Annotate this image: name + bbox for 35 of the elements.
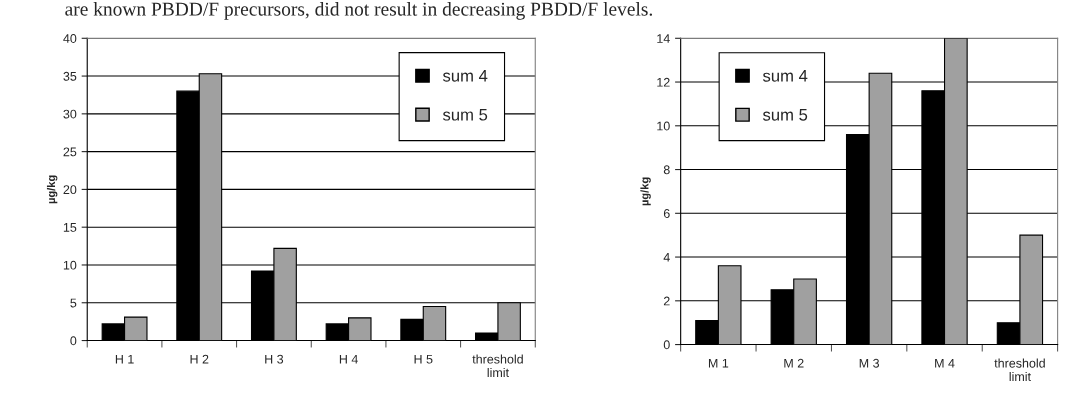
x-tick-label: threshold limit	[472, 354, 523, 378]
x-tick-label: H 5	[414, 354, 433, 364]
legend-label: sum 5	[762, 109, 808, 121]
x-tick-label: H 2	[190, 354, 209, 364]
y-tick-label: 6	[663, 209, 670, 218]
legend-label: sum 4	[762, 70, 808, 82]
y-axis-title: µg/kg	[46, 175, 58, 204]
x-tick-label: M 2	[784, 358, 804, 368]
x-tick-label: threshold limit	[994, 358, 1045, 382]
x-tick-label: H 3	[265, 354, 284, 364]
legend-label: sum 5	[442, 108, 488, 121]
y-tick-label: 8	[663, 165, 670, 175]
y-tick-label: 25	[63, 147, 77, 157]
x-tick-label: M 3	[859, 358, 880, 368]
y-tick-label: 12	[657, 77, 670, 87]
y-tick-label: 0	[663, 340, 670, 350]
y-tick-label: 35	[63, 71, 77, 81]
y-tick-label: 14	[657, 34, 670, 43]
y-tick-label: 10	[63, 260, 77, 270]
y-tick-label: 20	[63, 185, 77, 195]
y-tick-label: 2	[663, 296, 670, 306]
text: are known PBDD/F precursors, did not result in decreasing PBDD/F levels.	[65, 2, 652, 20]
y-tick-label: 30	[63, 109, 77, 119]
y-tick-label: 5	[70, 298, 77, 308]
x-tick-label: M 4	[935, 358, 955, 368]
y-tick-label: 40	[63, 34, 77, 43]
y-tick-label: 10	[657, 121, 670, 131]
y-axis-title: µg/kg	[640, 177, 651, 206]
x-tick-label: M 1	[708, 358, 729, 368]
y-tick-label: 0	[70, 336, 77, 346]
x-tick-label: H 1	[115, 354, 134, 364]
legend-label: sum 4	[442, 70, 488, 82]
y-tick-label: 4	[663, 252, 670, 262]
x-tick-label: H 4	[339, 354, 358, 364]
y-tick-label: 15	[63, 223, 77, 232]
